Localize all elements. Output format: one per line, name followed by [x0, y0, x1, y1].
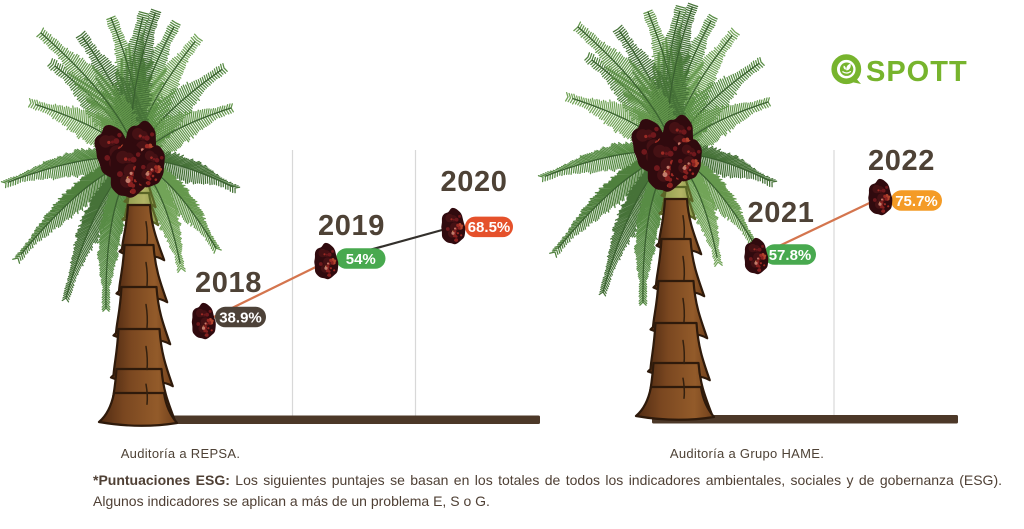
svg-text:2021: 2021 [748, 197, 815, 229]
svg-text:57.8%: 57.8% [769, 247, 812, 264]
svg-text:2022: 2022 [868, 145, 935, 177]
svg-text:38.9%: 38.9% [219, 309, 262, 326]
svg-text:2020: 2020 [441, 166, 508, 198]
svg-text:Auditoría a Grupo HAME.: Auditoría a Grupo HAME. [670, 446, 824, 461]
svg-text:2018: 2018 [195, 267, 262, 299]
svg-text:68.5%: 68.5% [468, 219, 511, 236]
svg-text:75.7%: 75.7% [895, 193, 938, 210]
svg-text:SPOTT: SPOTT [866, 56, 968, 88]
svg-text:Auditoría a REPSA.: Auditoría a REPSA. [121, 446, 241, 461]
svg-text:2019: 2019 [318, 210, 385, 242]
svg-text:54%: 54% [346, 251, 376, 268]
